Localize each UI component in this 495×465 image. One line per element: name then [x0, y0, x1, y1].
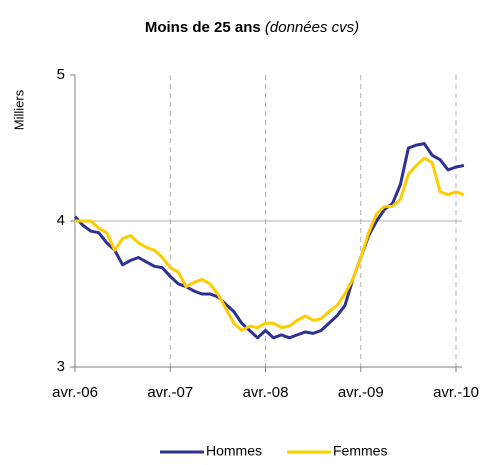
- chart-title: Moins de 25 ans: [145, 19, 261, 36]
- y-tick-label: 3: [57, 358, 65, 375]
- chart-subtitle: (données cvs): [265, 19, 359, 36]
- y-axis-label: Milliers: [11, 89, 26, 130]
- x-tick-label: avr.-06: [52, 384, 98, 401]
- chart-heading: Moins de 25 ans (données cvs): [145, 19, 359, 36]
- x-tick-label: avr.-09: [338, 384, 384, 401]
- x-tick-label: avr.-10: [433, 384, 479, 401]
- x-tick-label: avr.-07: [147, 384, 193, 401]
- legend-label: Femmes: [333, 443, 387, 459]
- y-tick-label: 5: [57, 66, 65, 83]
- y-tick-label: 4: [57, 212, 65, 229]
- legend-label: Hommes: [206, 443, 262, 459]
- line-series: [75, 156, 465, 332]
- line-series: [73, 142, 465, 340]
- x-tick-label: avr.-08: [243, 384, 289, 401]
